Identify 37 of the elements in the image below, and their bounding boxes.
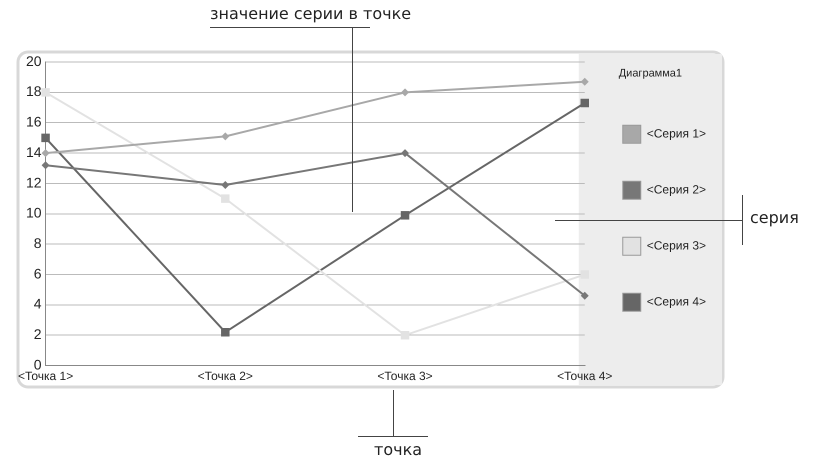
legend-title: Диаграмма1	[618, 68, 682, 80]
point	[580, 78, 589, 86]
y-tick-label: 4	[34, 296, 42, 312]
y-tick-label: 20	[26, 52, 42, 69]
point	[42, 149, 50, 158]
point	[41, 134, 50, 142]
text: серия	[750, 208, 799, 227]
point	[400, 211, 410, 220]
point	[401, 88, 410, 96]
x-tick-label: <Точка 3>	[377, 369, 433, 384]
y-tick-label: 16	[26, 114, 42, 130]
point	[221, 328, 230, 336]
point	[580, 270, 590, 279]
y-tick-label: 8	[34, 235, 42, 252]
legend-label: <Серия 1>	[646, 126, 706, 141]
point	[41, 88, 50, 97]
y-tick-label: 10	[26, 204, 42, 221]
point	[221, 194, 230, 203]
legend-label: <Серия 4>	[646, 294, 706, 309]
y-tick-label: 6	[34, 265, 42, 282]
point	[42, 161, 50, 170]
y-tick-label: 2	[34, 326, 42, 342]
y-tick-label: 12	[26, 174, 42, 190]
text: значение серии в точке	[210, 4, 412, 23]
legend-label: <Серия 2>	[646, 182, 706, 197]
point	[580, 292, 589, 300]
point	[221, 180, 230, 189]
y-tick-label: 18	[26, 83, 42, 100]
legend-label: <Серия 3>	[646, 238, 706, 253]
x-tick-label: <Точка 4>	[557, 369, 612, 384]
point	[400, 331, 410, 340]
y-tick-label: 14	[26, 144, 42, 160]
point	[580, 98, 590, 108]
text: точка	[374, 440, 422, 459]
point	[221, 132, 230, 140]
point	[401, 149, 410, 158]
x-tick-label: <Точка 2>	[198, 369, 253, 384]
